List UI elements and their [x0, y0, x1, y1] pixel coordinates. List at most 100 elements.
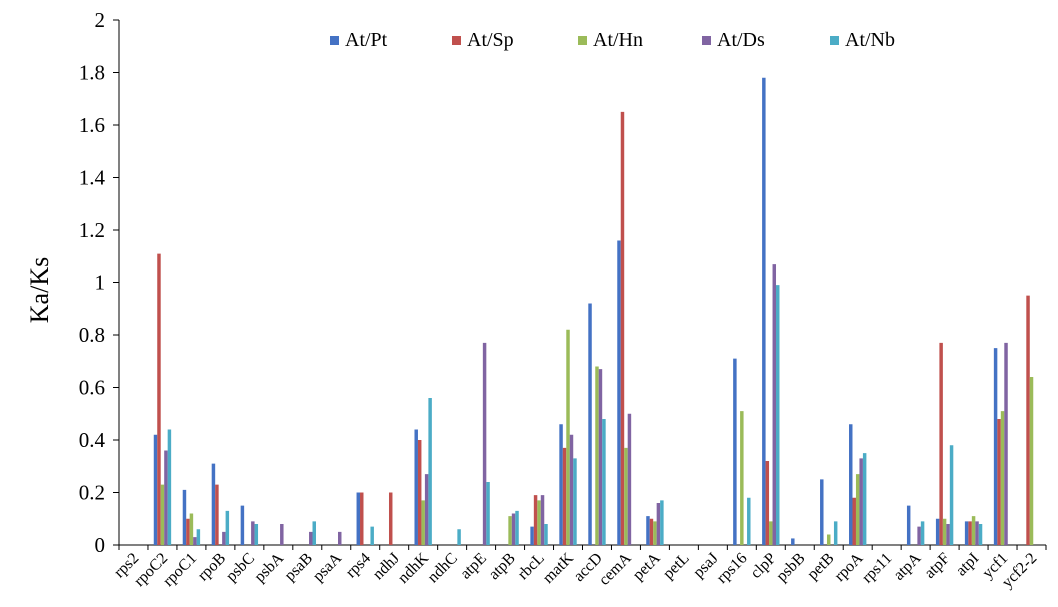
y-tick-label: 0.4 — [79, 428, 106, 452]
bar — [849, 424, 853, 545]
bar — [167, 429, 172, 545]
y-tick-label: 0 — [95, 533, 106, 557]
y-tick-label: 0.6 — [79, 376, 105, 400]
bar — [942, 518, 947, 545]
legend-label: At/Hn — [593, 29, 643, 51]
legend-swatch — [330, 36, 339, 45]
bar — [997, 419, 1001, 545]
bar — [627, 413, 632, 545]
x-tick-label: petL — [660, 550, 693, 583]
bar — [215, 484, 219, 545]
x-tick-label: rpoB — [195, 550, 230, 585]
bar — [993, 348, 998, 545]
bar — [1029, 377, 1034, 545]
x-tick-label: rps4 — [343, 550, 375, 582]
y-tick-label: 1.8 — [79, 61, 105, 85]
bar — [602, 419, 606, 545]
bar — [740, 411, 744, 545]
x-tick-label: clpP — [747, 550, 779, 582]
bar — [428, 398, 432, 545]
bar — [833, 521, 838, 545]
bar — [588, 303, 592, 545]
bar — [211, 463, 216, 545]
bar — [251, 521, 255, 545]
bar — [196, 529, 201, 545]
bar — [826, 534, 831, 545]
legend-swatch — [702, 36, 711, 45]
bar — [569, 434, 574, 545]
bar — [457, 529, 461, 545]
bar — [935, 518, 940, 545]
bar — [964, 521, 969, 545]
x-tick-label: psaA — [310, 549, 346, 585]
legend-swatch — [830, 36, 839, 45]
y-tick-label: 1 — [95, 271, 106, 295]
bars — [153, 77, 1034, 545]
bar — [338, 531, 342, 545]
legend-swatch — [578, 36, 587, 45]
bar — [508, 516, 512, 545]
bar — [747, 497, 751, 545]
y-tick-label: 1.4 — [79, 166, 106, 190]
bar — [656, 503, 661, 545]
bar — [978, 524, 983, 545]
bar — [859, 458, 863, 545]
legend-label: At/Nb — [845, 29, 895, 51]
bar — [791, 538, 795, 545]
bar — [157, 253, 161, 545]
bar — [530, 526, 534, 545]
legend-label: At/Ds — [717, 29, 765, 51]
bar — [598, 369, 603, 545]
bar — [544, 524, 548, 545]
bar — [515, 510, 519, 545]
y-axis: 0 0.2 0.4 0.6 0.8 1 1.2 1.4 1.6 1.8 2 — [79, 8, 120, 557]
bar — [280, 524, 284, 545]
bar — [646, 516, 650, 545]
bar — [765, 461, 770, 545]
bar — [855, 474, 860, 545]
y-tick-label: 1.2 — [79, 218, 105, 242]
x-axis: rps2rpoC2rpoC1rpoBpsbCpsbApsaBpsaArps4nd… — [111, 544, 1047, 591]
x-tick-label: atpF — [921, 550, 953, 582]
x-tick-label: petA — [630, 549, 664, 583]
bar — [533, 495, 538, 545]
bar — [617, 240, 621, 545]
bar — [975, 521, 979, 545]
bar — [852, 497, 856, 545]
x-tick-label: psbC — [223, 550, 258, 585]
bar — [762, 77, 766, 545]
bar — [559, 424, 563, 545]
bar — [160, 484, 165, 545]
x-tick-label: atpA — [890, 549, 924, 583]
bar — [309, 531, 313, 545]
bar — [566, 329, 570, 545]
bar — [946, 524, 950, 545]
legend: At/Pt At/Sp At/Hn At/Ds At/Nb — [330, 29, 895, 51]
bar — [312, 521, 316, 545]
bar — [649, 518, 654, 545]
bar — [537, 500, 541, 545]
bar — [225, 510, 230, 545]
x-tick-label: psbA — [251, 549, 287, 585]
bar — [153, 434, 158, 545]
y-tick-label: 0.2 — [79, 481, 105, 505]
bar — [417, 440, 422, 545]
bar — [1004, 342, 1008, 545]
legend-label: At/Sp — [467, 29, 514, 51]
bar — [424, 474, 429, 545]
bar — [917, 526, 921, 545]
bar — [482, 342, 487, 545]
x-tick-label: ndhK — [395, 549, 432, 586]
bar — [653, 521, 657, 545]
x-tick-label: rpoA — [831, 549, 867, 585]
bar — [769, 521, 773, 545]
bar — [414, 429, 418, 545]
bar — [733, 358, 737, 545]
x-tick-label: atpE — [457, 550, 490, 583]
bar — [620, 111, 625, 545]
x-tick-label: atpB — [486, 550, 519, 583]
bar — [573, 458, 577, 545]
bar — [624, 447, 628, 545]
x-tick-label: rps11 — [859, 550, 896, 587]
